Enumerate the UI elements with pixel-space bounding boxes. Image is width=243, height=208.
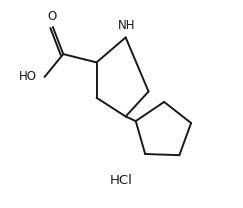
Text: HCl: HCl bbox=[110, 175, 133, 187]
Text: NH: NH bbox=[118, 19, 135, 32]
Text: HO: HO bbox=[19, 71, 37, 83]
Text: O: O bbox=[47, 10, 56, 23]
